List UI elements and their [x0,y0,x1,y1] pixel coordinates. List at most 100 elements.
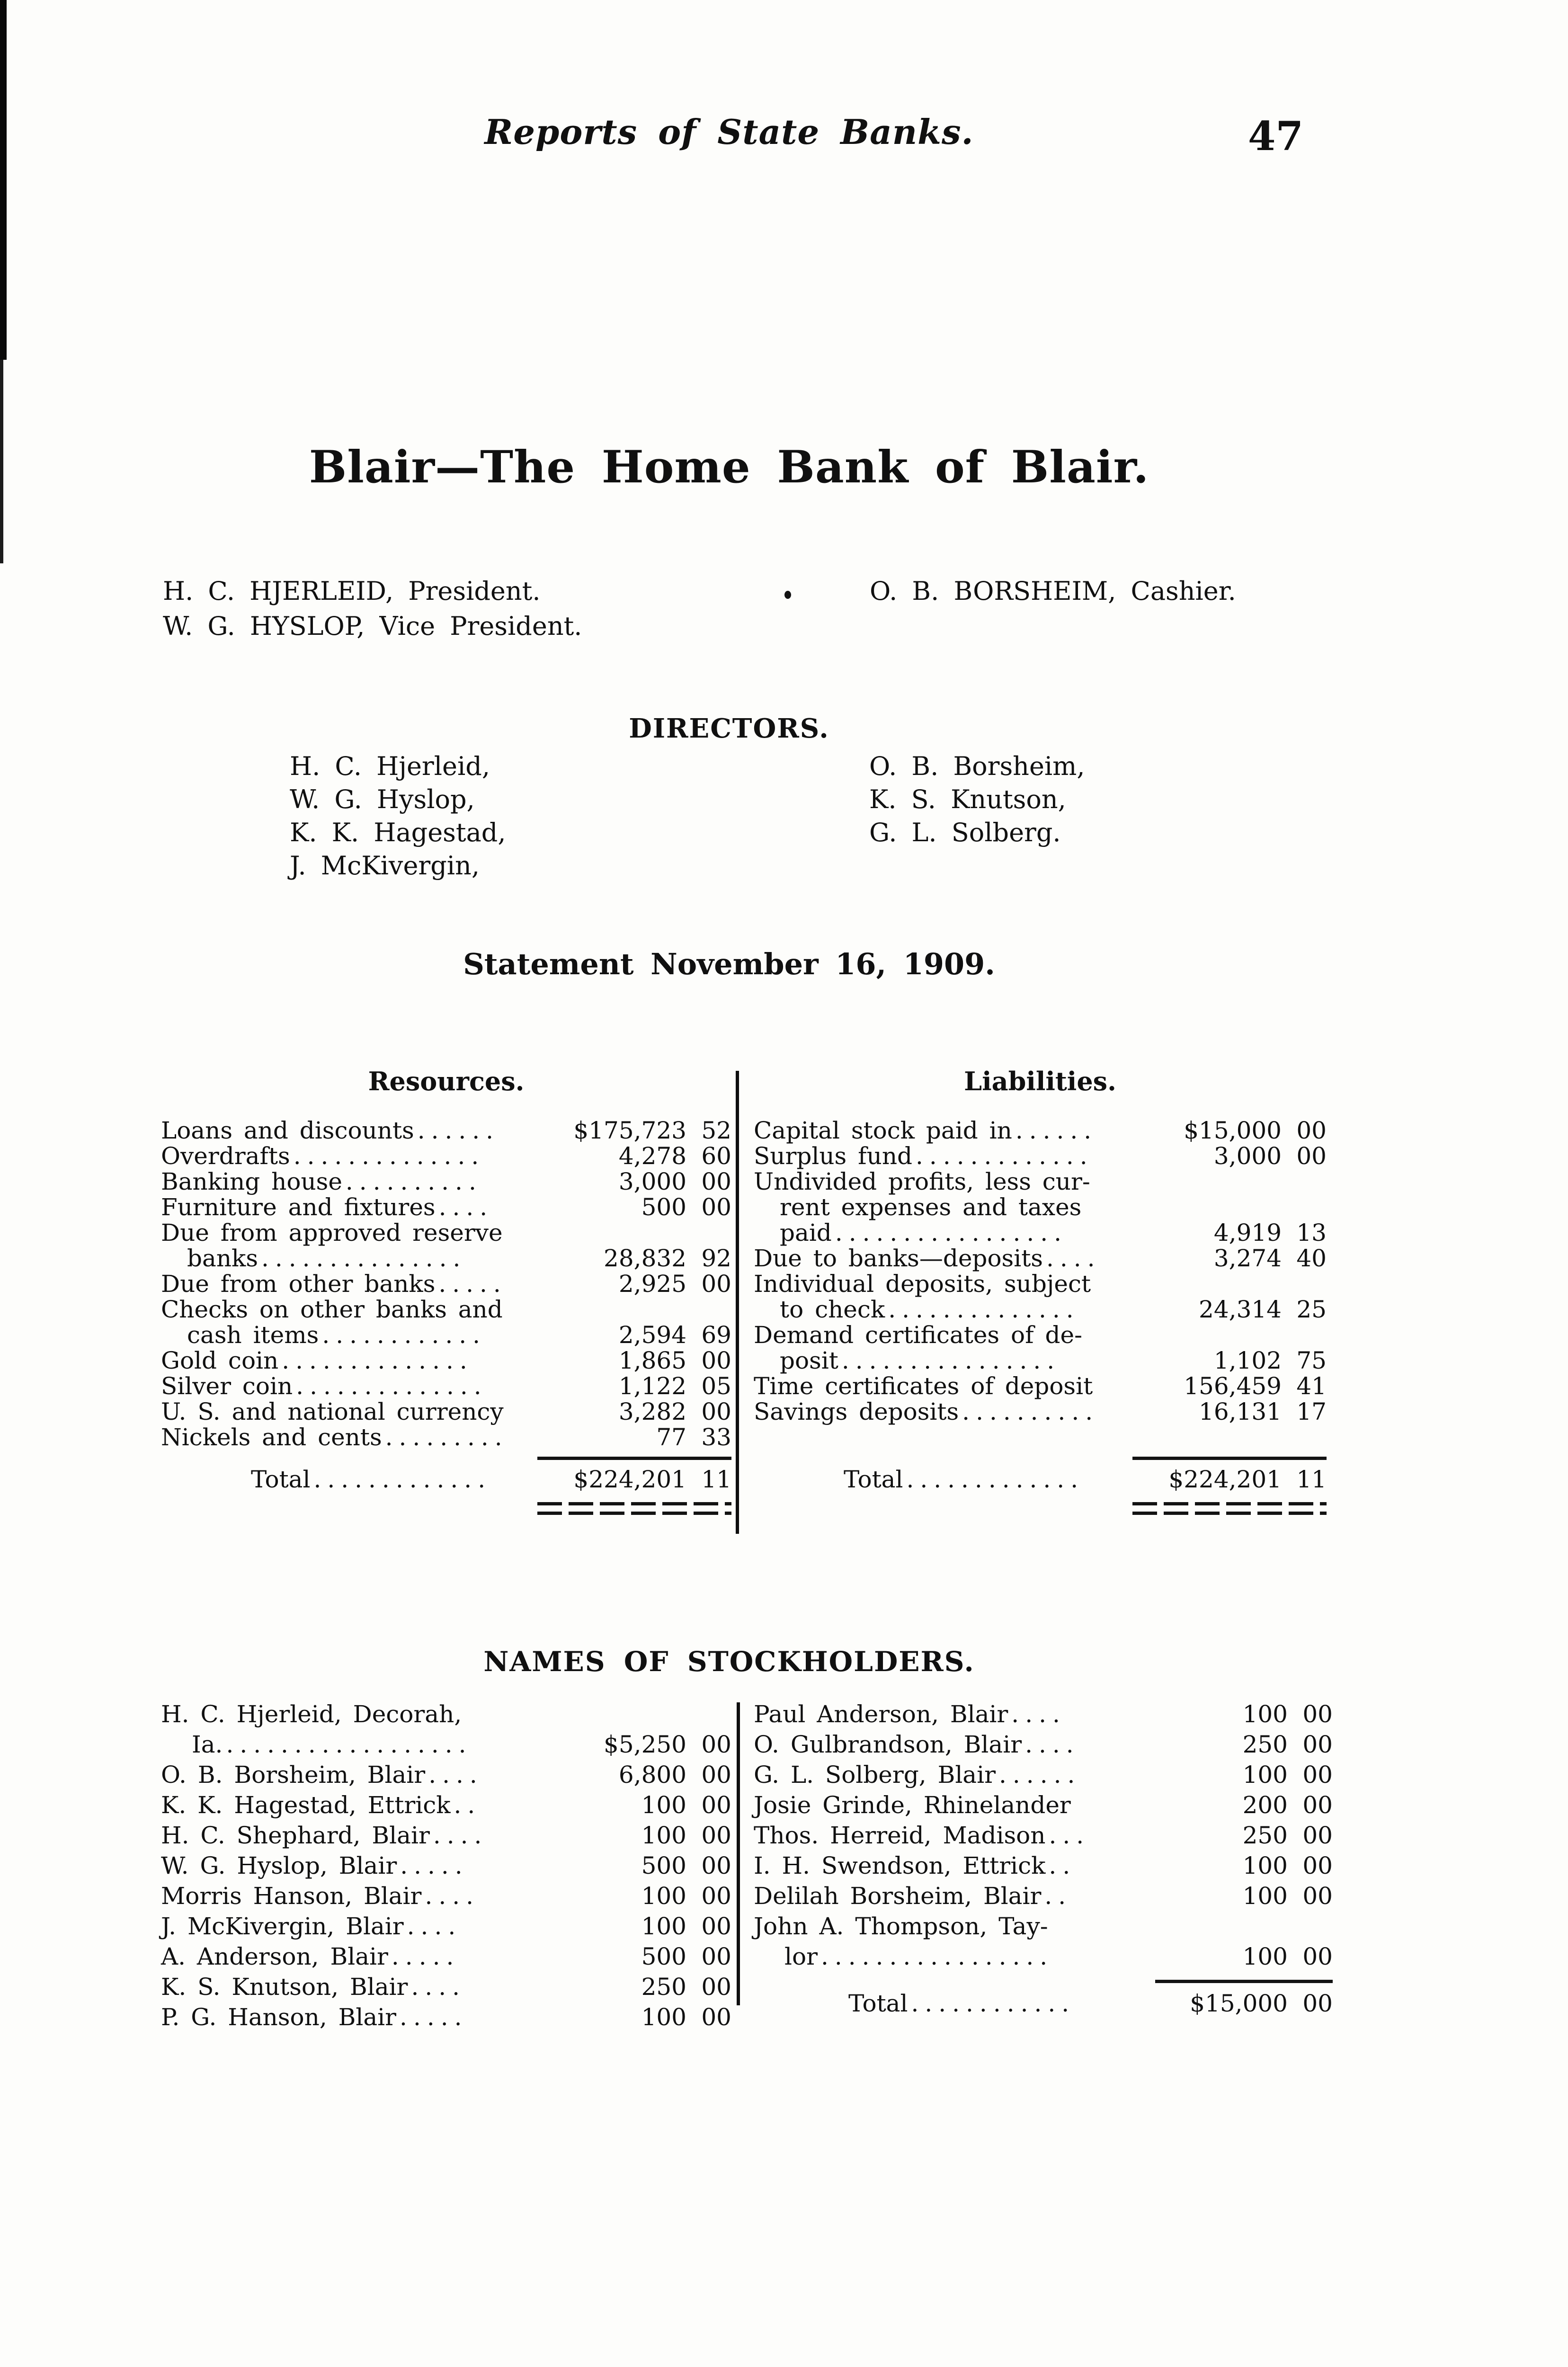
liabilities-heading: Liabilities. [964,1066,1116,1096]
total-cents: 11 [1296,1466,1327,1493]
row-label: Gold coin [161,1347,279,1374]
statement-row: Capital stock paid in...... $15,000 00 [754,1117,1327,1144]
stockholder-amount: 100 [1242,1700,1288,1728]
row-cents: 33 [701,1424,731,1451]
row-amount: 24,314 [1199,1296,1282,1323]
row-cents: 05 [701,1372,731,1400]
stockholder-cents: 00 [701,1822,731,1849]
stockholder-row: W. G. Hyslop, Blair..... 500 00 [161,1852,731,1882]
stockholders-right-rows: Paul Anderson, Blair.... 100 00 O. Gulbr… [754,1700,1333,1973]
stockholders-heading: NAMES OF STOCKHOLDERS. [483,1646,975,1678]
row-amount: 4,919 [1213,1219,1282,1246]
statement-row: Gold coin.............. 1,865 00 [161,1347,731,1374]
stockholder-row: Paul Anderson, Blair.... 100 00 [754,1700,1333,1731]
stockholder-name: H. C. Shephard, Blair [161,1822,430,1849]
leader-dots [1082,1321,1086,1349]
row-amount: 1,102 [1213,1347,1282,1374]
row-amount: 16,131 [1199,1398,1282,1425]
stockholder-name: J. McKivergin, Blair [161,1913,404,1940]
stockholder-amount: 100 [1242,1882,1288,1910]
row-cents: 00 [1296,1117,1327,1144]
stockholder-row: Delilah Borsheim, Blair.. 100 00 [754,1882,1333,1913]
leader-dots: .... [433,1822,488,1849]
row-cents: 00 [701,1398,731,1425]
statement-row: Due from other banks..... 2,925 00 [161,1270,731,1298]
row-cents: 75 [1296,1347,1327,1374]
stockholder-cents: 00 [701,1852,731,1879]
row-label: rent expenses and taxes [780,1193,1082,1221]
row-label: Banking house [161,1168,342,1195]
stockholder-cents: 00 [701,1791,731,1819]
statement-row: cash items............ 2,594 69 [161,1321,731,1349]
leader-dots: .............. [888,1296,1080,1323]
statement-row: Checks on other banks and [161,1296,731,1323]
liabilities-column: Liabilities. Capital stock paid in......… [754,1068,1327,1521]
stockholder-amount: 100 [1242,1943,1288,1970]
officer-line: O. B. BORSHEIM, Cashier. [870,576,1236,606]
stockholder-cents: 00 [701,1761,731,1789]
statement-row: Savings deposits.......... 16,131 17 [754,1398,1327,1425]
statement-row: Furniture and fixtures.... 500 00 [161,1193,731,1221]
stockholder-row: Thos. Herreid, Madison... 250 00 [754,1822,1333,1852]
statement-row: Individual deposits, subject [754,1270,1327,1298]
leader-dots: ...... [417,1117,500,1144]
row-amount: 3,000 [1213,1142,1282,1170]
row-cents: 00 [701,1270,731,1298]
stockholder-amount: $5,250 [604,1731,686,1758]
officers-right-block: O. B. BORSHEIM, Cashier. [870,574,1236,609]
stockholder-row: G. L. Solberg, Blair...... 100 00 [754,1761,1333,1791]
stockholder-name: K. K. Hagestad, Ettrick [161,1791,451,1819]
director-name: K. S. Knutson, [869,784,1066,814]
stockholder-cents: 00 [701,1882,731,1910]
row-cents: 17 [1296,1398,1327,1425]
row-amount: 1,122 [618,1372,686,1400]
leader-dots: .............. [282,1347,473,1374]
statement-row: Time certificates of deposit 156,459 41 [754,1372,1327,1400]
row-cents: 41 [1296,1372,1327,1400]
stockholder-amount: 100 [641,1791,686,1819]
officer-line: W. G. HYSLOP, Vice President. [163,611,582,641]
row-amount: 156,459 [1184,1372,1282,1400]
stockholders-right-column: Paul Anderson, Blair.... 100 00 O. Gulbr… [754,1700,1333,2020]
spacer [754,1424,1327,1449]
total-rule [1155,1980,1333,1983]
row-amount: $175,723 [573,1117,686,1144]
leader-dots: ............. [906,1466,1085,1493]
stockholder-amount: 6,800 [618,1761,686,1789]
stockholder-name: Delilah Borsheim, Blair [754,1882,1042,1910]
leader-dots: ............ [911,1990,1076,2017]
row-label: cash items [187,1321,319,1349]
row-label: to check [780,1296,885,1323]
leader-dots [503,1296,506,1323]
leader-dots: ... [1049,1822,1090,1849]
stockholder-name: K. S. Knutson, Blair [161,1973,408,2001]
page-number: 47 [1248,113,1303,160]
stockholder-amount: 100 [641,2003,686,2031]
total-label: Total [251,1466,311,1493]
row-label: Furniture and fixtures [161,1193,436,1221]
stockholder-name: Josie Grinde, Rhinelander [754,1791,1071,1819]
total-amount: $224,201 [573,1466,686,1493]
stockholder-name: H. C. Hjerleid, Decorah, [161,1700,462,1728]
row-cents: 00 [701,1168,731,1195]
resources-total-row: Total............. $224,201 11 [161,1466,731,1495]
leader-dots: ..... [400,1852,469,1879]
scan-edge-artifact [0,0,7,360]
stockholder-amount: 250 [1242,1822,1288,1849]
stockholder-row: lor................. 100 00 [754,1943,1333,1973]
leader-dots: .......... [962,1398,1099,1425]
statement-row: Silver coin.............. 1,122 05 [161,1372,731,1400]
statement-row: Loans and discounts...... $175,723 52 [161,1117,731,1144]
stockholder-amount: 500 [641,1943,686,1970]
director-name: H. C. Hjerleid, [290,751,490,781]
running-head: Reports of State Banks. [484,112,974,152]
leader-dots: ............. [313,1466,492,1493]
double-rule [1132,1502,1327,1515]
row-cents: 52 [701,1117,731,1144]
row-amount: 4,278 [618,1142,686,1170]
stockholder-cents: 00 [1302,1700,1333,1728]
row-label: Capital stock paid in [754,1117,1012,1144]
stockholder-row: I. H. Swendson, Ettrick.. 100 00 [754,1852,1333,1882]
stockholder-name: Thos. Herreid, Madison [754,1822,1046,1849]
